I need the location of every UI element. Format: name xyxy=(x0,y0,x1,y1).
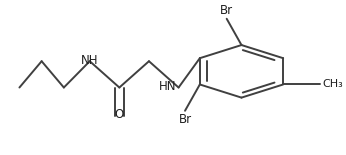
Text: NH: NH xyxy=(81,54,99,67)
Text: Br: Br xyxy=(220,4,233,17)
Text: CH₃: CH₃ xyxy=(322,80,343,89)
Text: HN: HN xyxy=(159,80,177,93)
Text: O: O xyxy=(115,108,124,121)
Text: Br: Br xyxy=(179,113,192,126)
